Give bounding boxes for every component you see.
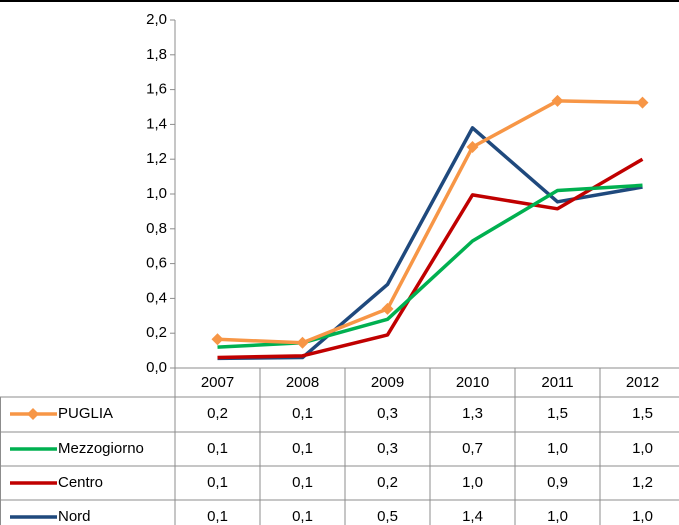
y-tick-label: 2,0	[146, 11, 167, 28]
table-value: 0,1	[207, 474, 228, 491]
y-tick-label: 1,4	[146, 115, 167, 132]
table-value: 1,0	[462, 474, 483, 491]
series-line	[217, 99, 643, 345]
table-value: 0,1	[207, 440, 228, 457]
table-value: 1,3	[462, 405, 483, 422]
y-tick-label: 1,0	[146, 185, 167, 202]
table-value: 1,4	[462, 508, 483, 525]
legend-label: Centro	[58, 474, 103, 491]
x-tick-label: 2011	[541, 374, 573, 391]
table-value: 0,1	[292, 474, 313, 491]
table-value: 0,9	[547, 474, 568, 491]
table-value: 1,2	[632, 474, 653, 491]
table-value: 0,2	[377, 474, 398, 491]
table-value: 0,7	[462, 440, 483, 457]
legend-label: PUGLIA	[58, 405, 113, 422]
table-value: 1,5	[547, 405, 568, 422]
y-tick-label: 1,8	[146, 46, 167, 63]
y-tick-label: 0,0	[146, 359, 167, 376]
x-tick-label: 2007	[201, 374, 234, 391]
marker	[296, 336, 309, 349]
table-value: 0,3	[377, 440, 398, 457]
x-tick-label: 2009	[371, 374, 404, 391]
series-line	[217, 126, 643, 361]
y-tick-label: 0,8	[146, 220, 167, 237]
y-tick-label: 0,2	[146, 324, 167, 341]
x-tick-label: 2008	[286, 374, 319, 391]
legend-marker	[27, 408, 39, 420]
legend-label: Nord	[58, 508, 91, 525]
table-value: 0,2	[207, 405, 228, 422]
series-line	[217, 157, 644, 360]
marker	[211, 333, 224, 346]
marker	[466, 141, 479, 154]
x-tick-label: 2012	[626, 374, 659, 391]
y-tick-label: 0,6	[146, 255, 167, 272]
y-tick-label: 0,4	[146, 289, 167, 306]
marker	[636, 96, 649, 109]
table-value: 0,1	[292, 440, 313, 457]
table-value: 0,5	[377, 508, 398, 525]
table-value: 0,3	[377, 405, 398, 422]
table-value: 1,0	[547, 508, 568, 525]
table-value: 1,0	[632, 440, 653, 457]
table-value: 1,5	[632, 405, 653, 422]
table-value: 0,1	[292, 405, 313, 422]
table-value: 0,1	[207, 508, 228, 525]
marker	[381, 302, 394, 315]
y-tick-label: 1,6	[146, 81, 167, 98]
y-tick-label: 1,2	[146, 150, 167, 167]
table-value: 0,1	[292, 508, 313, 525]
legend-label: Mezzogiorno	[58, 440, 144, 457]
marker	[551, 94, 564, 107]
x-tick-label: 2010	[456, 374, 489, 391]
table-value: 1,0	[632, 508, 653, 525]
table-value: 1,0	[547, 440, 568, 457]
